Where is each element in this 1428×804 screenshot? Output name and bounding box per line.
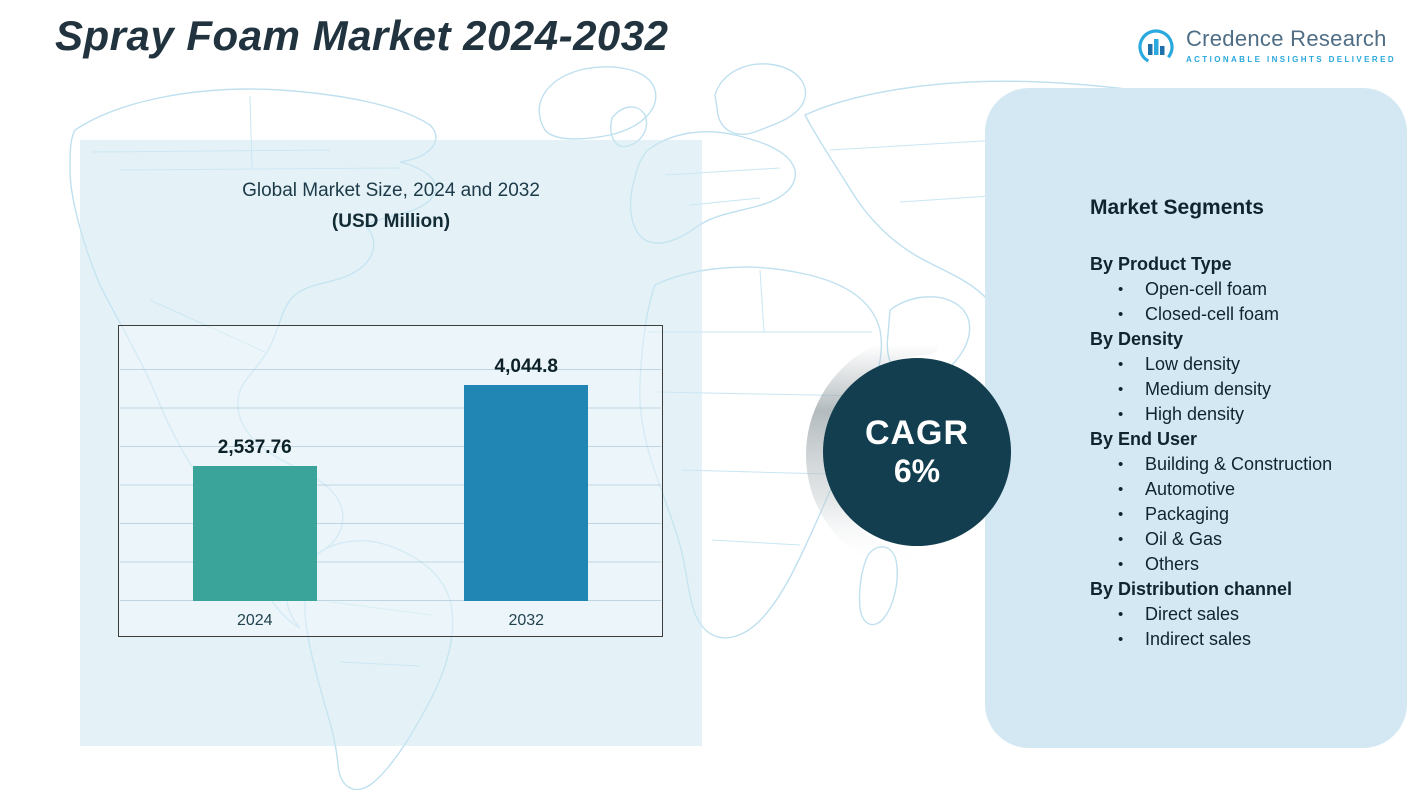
bar-value-label: 2,537.76 xyxy=(217,437,292,458)
segment-group-label: By End User xyxy=(1090,429,1198,449)
bullet-icon: • xyxy=(1118,456,1124,473)
bullet-icon: • xyxy=(1118,356,1124,373)
cagr-label: CAGR xyxy=(864,414,970,452)
segment-item-label: Medium density xyxy=(1145,379,1272,399)
segment-item: • High density xyxy=(1090,402,1381,427)
segment-item-label: Direct sales xyxy=(1145,604,1240,624)
chart-title: Global Market Size, 2024 and 2032 xyxy=(242,180,540,201)
bullet-icon: • xyxy=(1118,281,1124,298)
bullet-icon: • xyxy=(1118,506,1124,523)
segment-item: • Indirect sales xyxy=(1090,627,1381,652)
segment-item: • Automotive xyxy=(1090,477,1381,502)
bullet-icon: • xyxy=(1118,631,1124,648)
market-segments-panel: Market Segments By Product Type • Open-cel… xyxy=(985,88,1407,748)
segment-group-label: By Density xyxy=(1090,329,1184,349)
chart-x-labels: 2024 2032 xyxy=(119,612,662,630)
segment-item-label: Automotive xyxy=(1145,479,1236,499)
segment-group-label: By Distribution channel xyxy=(1090,579,1293,599)
bar-group: 2,537.76 xyxy=(192,437,317,601)
page-title: Spray Foam Market 2024-2032 xyxy=(55,12,669,59)
segments-heading: Market Segments xyxy=(1090,196,1264,219)
logo-name: Credence Research xyxy=(1185,26,1387,51)
segment-item-label: Low density xyxy=(1145,354,1241,374)
logo-icon xyxy=(1138,29,1174,65)
chart-panel: Global Market Size, 2024 and 2032 (USD M… xyxy=(80,140,702,746)
bullet-icon: • xyxy=(1118,406,1124,423)
logo-tagline: Actionable Insights Delivered xyxy=(1185,55,1396,64)
logo: Credence Research Actionable Insights De… xyxy=(1135,26,1396,68)
segment-item: • Closed-cell foam xyxy=(1090,302,1381,327)
segment-item: • Open-cell foam xyxy=(1090,277,1381,302)
bar-group: 4,044.8 xyxy=(464,356,589,601)
bullet-icon: • xyxy=(1118,606,1124,623)
cagr-swoosh-decoration xyxy=(806,333,939,577)
chart-subtitle: (USD Million) xyxy=(331,211,451,232)
segment-item: • Building & Construction xyxy=(1090,452,1381,477)
bar-2032 xyxy=(464,385,589,601)
bullet-icon: • xyxy=(1118,306,1124,323)
bullet-icon: • xyxy=(1118,556,1124,573)
segment-item: • Packaging xyxy=(1090,502,1381,527)
segment-item: • Direct sales xyxy=(1090,602,1381,627)
segment-item-label: Building & Construction xyxy=(1145,454,1333,474)
chart-title-block: Global Market Size, 2024 and 2032 (USD M… xyxy=(80,180,702,233)
market-segments-content: Market Segments By Product Type • Open-cel… xyxy=(985,88,1407,652)
segment-item-label: Open-cell foam xyxy=(1145,279,1268,299)
cagr-value: 6% xyxy=(893,453,941,489)
bar-x-label: 2024 xyxy=(236,612,273,629)
bullet-icon: • xyxy=(1118,531,1124,548)
segment-item-label: Others xyxy=(1145,554,1200,574)
bar-chart: 2,537.76 4,044.8 2024 2032 xyxy=(118,325,663,637)
segment-group-label: By Product Type xyxy=(1090,254,1232,274)
bullet-icon: • xyxy=(1118,381,1124,398)
segment-item: • Low density xyxy=(1090,352,1381,377)
segment-item: • Others xyxy=(1090,552,1381,577)
segment-item-label: Packaging xyxy=(1145,504,1230,524)
segment-item-label: High density xyxy=(1145,404,1245,424)
segment-item: • Oil & Gas xyxy=(1090,527,1381,552)
segment-item-label: Closed-cell foam xyxy=(1145,304,1280,324)
chart-plot: 2,537.76 4,044.8 xyxy=(119,326,662,601)
bar-value-label: 4,044.8 xyxy=(494,356,558,377)
segments-list: By Product Type • Open-cell foam • Closed-ce… xyxy=(1090,252,1381,652)
bar-2024 xyxy=(192,466,317,601)
segment-item: • Medium density xyxy=(1090,377,1381,402)
segment-item-label: Indirect sales xyxy=(1145,629,1252,649)
bullet-icon: • xyxy=(1118,481,1124,498)
bar-x-label: 2032 xyxy=(508,612,545,629)
cagr-badge: CAGR 6% xyxy=(823,358,1011,546)
logo-text: Credence Research Actionable Insights De… xyxy=(1186,26,1396,64)
segment-item-label: Oil & Gas xyxy=(1145,529,1223,549)
